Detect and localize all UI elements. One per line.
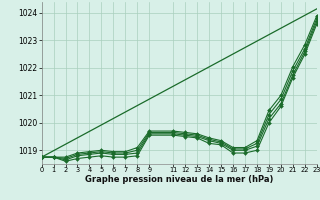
X-axis label: Graphe pression niveau de la mer (hPa): Graphe pression niveau de la mer (hPa) xyxy=(85,175,273,184)
